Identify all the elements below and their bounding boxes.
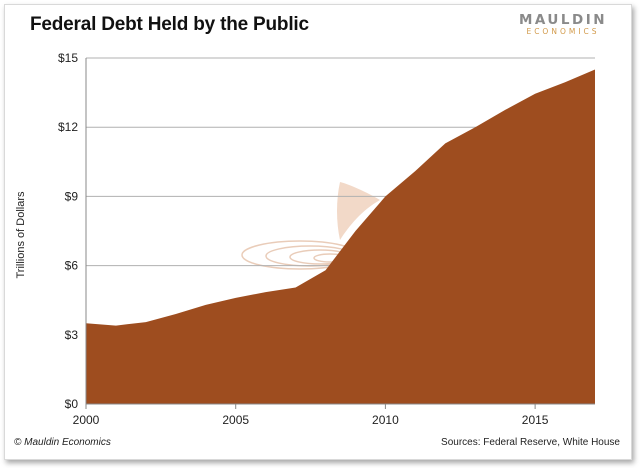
y-tick-label: $15 xyxy=(58,51,78,65)
y-tick-label: $12 xyxy=(58,120,78,134)
copyright-note: © Mauldin Economics xyxy=(14,437,111,448)
mauldin-logo: MAULDIN ECONOMICS xyxy=(512,13,614,36)
x-tick-label: 2010 xyxy=(372,413,399,427)
sources-note: Sources: Federal Reserve, White House xyxy=(441,437,620,448)
chart-title: Federal Debt Held by the Public xyxy=(30,14,309,35)
x-tick-label: 2005 xyxy=(222,413,249,427)
x-tick-labels: 2000 2005 2010 2015 xyxy=(73,404,549,427)
x-tick-label: 2000 xyxy=(73,413,100,427)
logo-main-text: MAULDIN xyxy=(518,12,608,28)
y-tick-label: $6 xyxy=(65,259,79,273)
y-tick-label: $3 xyxy=(65,328,79,342)
axes xyxy=(85,58,595,405)
logo-sub-text: ECONOMICS xyxy=(526,27,600,36)
x-tick-label: 2015 xyxy=(522,413,549,427)
y-tick-label: $0 xyxy=(65,397,79,411)
debt-area-series xyxy=(86,69,595,405)
y-tick-label: $9 xyxy=(65,189,79,203)
y-tick-labels: $0 $3 $6 $9 $12 $15 xyxy=(58,51,78,411)
